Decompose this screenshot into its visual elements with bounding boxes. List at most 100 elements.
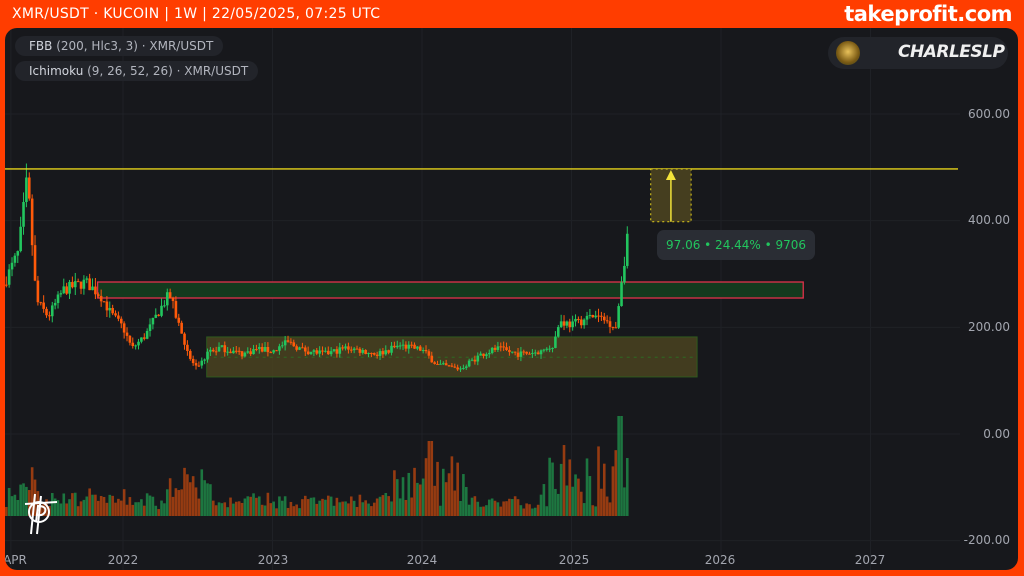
candle-body: [33, 245, 37, 281]
candle-body: [94, 286, 97, 295]
legend-fbb-name: FBB: [29, 39, 53, 53]
candle-body: [416, 346, 419, 349]
volume-bar: [539, 494, 543, 516]
candle-body: [289, 341, 293, 343]
candle-body: [611, 326, 615, 328]
volume-bar: [283, 496, 287, 516]
candle-body: [499, 346, 503, 348]
candle-body: [335, 349, 339, 354]
volume-bar: [470, 497, 474, 516]
legend-fbb[interactable]: FBB (200, Hlc3, 3) · XMR/USDT: [15, 36, 224, 56]
author-badge: CHARLESLP: [828, 37, 1008, 69]
candle-body: [487, 353, 491, 355]
candle-body: [62, 286, 66, 294]
candle-body: [418, 346, 422, 351]
volume-bar: [407, 472, 411, 516]
volume-bar: [220, 503, 224, 516]
candle-body: [128, 335, 132, 343]
candle-body: [269, 352, 273, 354]
volume-bar: [370, 506, 373, 516]
volume-bar: [464, 486, 468, 516]
candle-body: [145, 330, 149, 339]
volume-bar: [145, 493, 149, 516]
volume-bar: [102, 496, 106, 516]
volume-bar: [358, 494, 362, 516]
volume-bar: [594, 506, 597, 516]
candle-body: [539, 350, 543, 355]
candle-body: [464, 366, 468, 368]
x-tick-label: 2023: [257, 553, 289, 567]
candle-body: [574, 318, 577, 322]
candle-body: [134, 345, 137, 347]
volume-bar: [157, 509, 160, 516]
y-tick-label: 600.00: [968, 107, 1010, 121]
volume-bar: [13, 494, 17, 516]
volume-bar: [559, 463, 563, 516]
candle-body: [505, 347, 508, 351]
candle-body: [556, 327, 560, 337]
volume-bar: [384, 492, 388, 516]
candle-body: [19, 226, 22, 252]
volume-bar: [479, 506, 482, 516]
volume-bar: [137, 502, 140, 516]
x-tick-label: 2022: [107, 553, 139, 567]
volume-bar: [410, 497, 413, 516]
candle-body: [554, 336, 557, 348]
candle-body: [361, 349, 365, 353]
candle-body: [536, 352, 540, 355]
volume-bar: [467, 504, 471, 516]
candle-body: [545, 348, 549, 350]
volume-bar: [25, 486, 28, 516]
candle-body: [439, 363, 442, 365]
brand-logo[interactable]: takeprofit.com: [844, 2, 1012, 26]
candle-body: [125, 332, 129, 336]
volume-bar: [487, 499, 491, 516]
volume-bar: [571, 486, 574, 516]
supply-zone: [96, 281, 804, 299]
candle-body: [88, 278, 91, 291]
candle-body: [160, 305, 163, 316]
candle-body: [234, 350, 238, 352]
volume-bar: [568, 459, 572, 516]
volume-bar: [556, 493, 560, 516]
candle-body: [522, 351, 526, 353]
volume-bar: [114, 502, 117, 516]
candle-body: [229, 351, 232, 354]
volume-bar: [117, 498, 120, 516]
candle-body: [249, 351, 252, 355]
volume-bar: [318, 500, 321, 516]
candle-body: [174, 301, 178, 318]
price-chart[interactable]: [5, 28, 1018, 570]
volume-bar: [91, 494, 94, 516]
volume-bar: [436, 461, 439, 516]
volume-bar: [151, 496, 155, 516]
candle-body: [410, 344, 413, 346]
candle-body: [272, 350, 275, 353]
candle-body: [237, 350, 241, 352]
candle-body: [533, 352, 537, 354]
candle-body: [223, 345, 227, 353]
volume-bar: [381, 495, 385, 516]
candle-body: [180, 322, 183, 334]
candle-body: [36, 280, 40, 303]
volume-bar: [372, 502, 376, 516]
volume-bar: [88, 488, 91, 516]
legend-ichimoku[interactable]: Ichimoku (9, 26, 52, 26) · XMR/USDT: [15, 61, 259, 81]
volume-bar: [614, 450, 618, 516]
candle-body: [352, 348, 356, 351]
candle-body: [114, 313, 117, 316]
volume-bar: [516, 499, 520, 516]
volume-bar: [326, 495, 330, 516]
candle-body: [283, 340, 287, 346]
candle-body: [321, 350, 324, 352]
volume-bar: [209, 484, 212, 516]
volume-bar: [306, 499, 310, 516]
volume-bar: [395, 479, 399, 516]
candle-body: [188, 350, 192, 359]
candle-body: [591, 314, 595, 318]
candle-body: [516, 352, 520, 357]
volume-bar: [588, 476, 592, 516]
volume-bar: [577, 478, 580, 516]
candle-body: [341, 347, 344, 349]
chart-panel[interactable]: FBB (200, Hlc3, 3) · XMR/USDT Ichimoku (…: [5, 28, 1018, 570]
